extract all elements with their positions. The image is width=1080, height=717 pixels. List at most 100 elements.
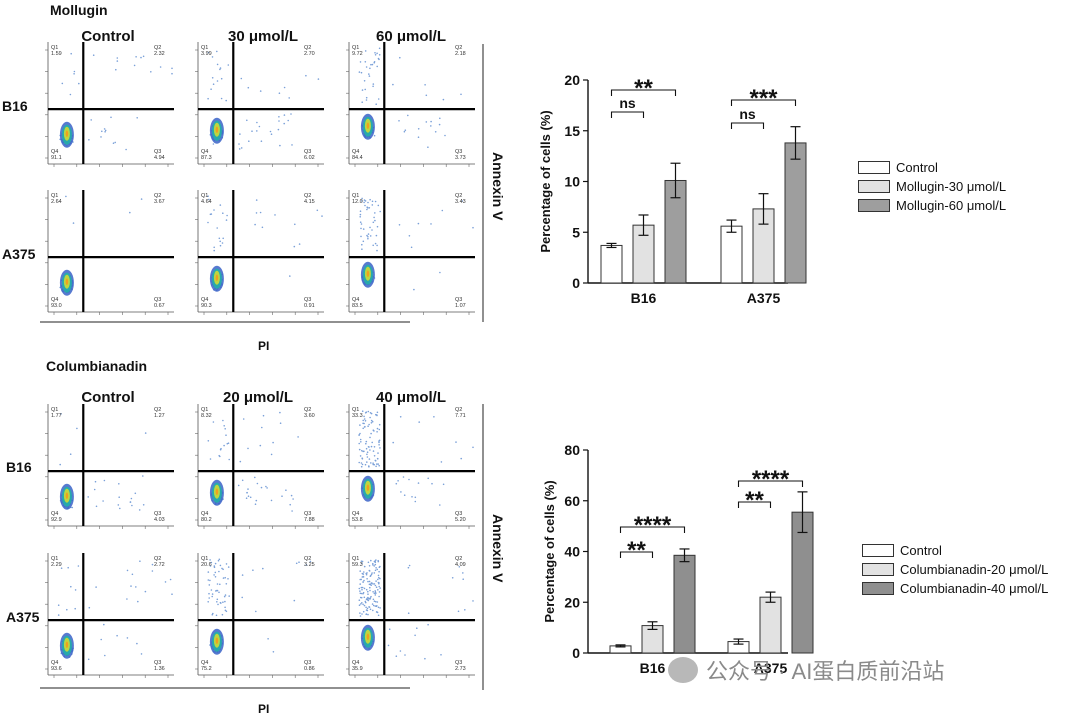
event-dot [67, 501, 70, 504]
event-dot [219, 642, 222, 644]
density-outer [59, 632, 74, 659]
quadrant-percent: 90.3 [201, 303, 212, 309]
event-dot [358, 599, 361, 601]
event-dot [66, 284, 69, 286]
density-peak [215, 637, 219, 644]
event-dot [62, 283, 65, 285]
event-dot [64, 493, 67, 496]
event-dot [366, 492, 369, 495]
event-dot [66, 494, 69, 497]
event-dot [216, 286, 218, 288]
event-dot [66, 132, 68, 135]
event-dot [64, 140, 67, 142]
event-dot [213, 643, 215, 646]
quadrant-value-q3: Q3 4.03 [154, 511, 165, 523]
event-dot [64, 283, 67, 285]
event-dot [363, 579, 365, 582]
event-dot [67, 133, 70, 135]
event-dot [60, 501, 63, 503]
event-dot [364, 131, 366, 133]
event-dot [364, 496, 366, 498]
event-dot [66, 285, 69, 287]
y-tick-label: 15 [564, 123, 580, 139]
event-dot [363, 415, 365, 418]
event-dot [215, 496, 218, 499]
event-dot [214, 281, 216, 284]
event-dot [216, 636, 219, 639]
event-dot [216, 133, 219, 135]
event-dot [215, 132, 217, 135]
event-dot [66, 507, 69, 510]
event-dot [366, 127, 368, 129]
event-dot [254, 476, 256, 479]
event-dot [364, 127, 367, 130]
quadrant-value-q3: Q3 1.07 [455, 297, 466, 309]
event-dot [70, 496, 72, 499]
event-dot [368, 488, 371, 491]
event-dot [64, 287, 67, 289]
event-dot [369, 131, 372, 134]
event-dot [363, 486, 366, 488]
event-dot [362, 126, 365, 128]
event-dot [363, 642, 366, 644]
event-dot [270, 133, 273, 135]
event-dot [460, 93, 462, 96]
event-dot [215, 283, 218, 285]
event-dot [358, 448, 361, 451]
event-dot [374, 242, 377, 245]
event-dot [363, 637, 366, 639]
event-dot [68, 495, 70, 498]
event-dot [63, 646, 66, 648]
event-dot [216, 493, 218, 496]
event-dot [65, 500, 67, 502]
event-dot [63, 139, 66, 142]
event-dot [368, 126, 371, 128]
event-dot [217, 281, 220, 283]
event-dot [61, 648, 64, 651]
event-dot [66, 137, 69, 139]
event-dot [215, 132, 218, 134]
event-dot [63, 139, 65, 142]
event-dot [373, 277, 376, 279]
event-dot [220, 498, 223, 501]
event-dot [65, 282, 68, 285]
event-dot [361, 637, 364, 640]
event-dot [70, 281, 72, 283]
event-dot [399, 56, 401, 59]
event-dot [216, 50, 218, 53]
event-dot [358, 434, 360, 436]
event-dot [374, 52, 376, 54]
event-dot [373, 583, 376, 585]
event-dot [70, 140, 73, 143]
event-dot [367, 636, 370, 639]
event-dot [66, 282, 69, 285]
event-dot [214, 285, 217, 288]
event-dot [369, 226, 371, 229]
event-dot [224, 428, 226, 430]
event-dot [65, 136, 67, 139]
event-dot [63, 646, 65, 648]
event-dot [213, 641, 216, 644]
event-dot [215, 281, 218, 283]
event-dot [68, 650, 71, 653]
quadrant-percent: 12.0 [352, 199, 363, 205]
event-dot [70, 499, 72, 502]
event-dot [217, 640, 219, 643]
event-dot [365, 125, 368, 127]
event-dot [226, 442, 229, 445]
event-dot [67, 646, 70, 648]
event-dot [216, 275, 219, 278]
event-dot [364, 488, 366, 491]
event-dot [362, 581, 365, 583]
event-dot [363, 485, 365, 488]
event-dot [365, 276, 368, 278]
event-dot [364, 274, 366, 277]
event-dot [66, 281, 69, 284]
event-dot [214, 497, 217, 500]
event-dot [66, 645, 68, 647]
event-dot [63, 281, 66, 284]
event-dot [212, 647, 215, 650]
event-dot [368, 275, 371, 277]
event-dot [372, 276, 375, 278]
event-dot [362, 591, 365, 594]
